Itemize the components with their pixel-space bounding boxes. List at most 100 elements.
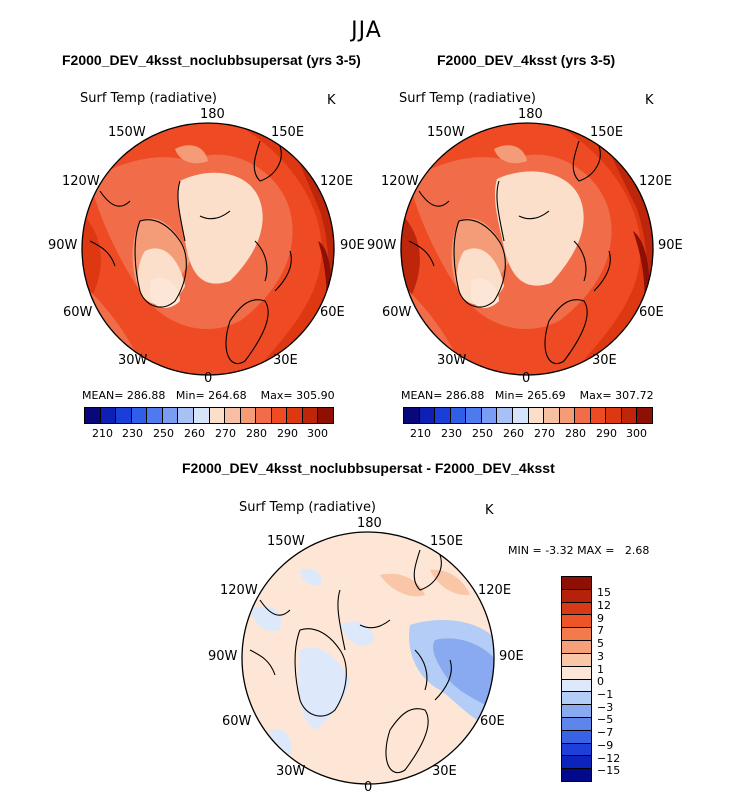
panel2-lon-60w: 60W bbox=[382, 305, 412, 320]
colorbar-swatch bbox=[209, 408, 226, 423]
colorbar-swatch bbox=[162, 408, 179, 423]
panel1-lon-30w: 30W bbox=[118, 353, 148, 368]
panel3-min-value: -3.32 bbox=[545, 544, 574, 557]
panel1-title: F2000_DEV_4ksst_noclubbsupersat (yrs 3-5… bbox=[62, 52, 361, 68]
colorbar-swatch bbox=[404, 408, 420, 423]
panel3-tick-8: −1 bbox=[597, 688, 614, 701]
panel3-lon-120w: 120W bbox=[220, 583, 258, 598]
panel3-lon-150e: 150E bbox=[430, 534, 464, 549]
colorbar-swatch bbox=[562, 705, 591, 718]
colorbar-swatch bbox=[562, 641, 591, 654]
panel2-colorbar bbox=[403, 407, 653, 424]
colorbar-swatch bbox=[562, 692, 591, 706]
panel3-tick-3: 7 bbox=[597, 624, 604, 637]
panel3-tick-9: −3 bbox=[597, 701, 614, 714]
panel2-tick-3: 260 bbox=[503, 427, 524, 440]
panel3-colorbar bbox=[561, 576, 592, 782]
colorbar-swatch bbox=[287, 408, 303, 423]
panel2-tick-1: 230 bbox=[441, 427, 462, 440]
colorbar-swatch bbox=[562, 653, 591, 667]
colorbar-swatch bbox=[559, 408, 576, 423]
panel3-units-label: K bbox=[485, 503, 494, 518]
colorbar-swatch bbox=[466, 408, 482, 423]
panel2-lon-90e: 90E bbox=[658, 238, 683, 253]
panel3-lon-150w: 150W bbox=[267, 534, 305, 549]
panel3-lon-0: 0 bbox=[364, 780, 373, 795]
panel1-max-label: Max= bbox=[260, 389, 293, 402]
panel1-lon-120e: 120E bbox=[320, 174, 354, 189]
panel1-max-value: 305.90 bbox=[296, 389, 335, 402]
panel3-tick-10: −5 bbox=[597, 713, 614, 726]
panel3-tick-11: −7 bbox=[597, 726, 614, 739]
colorbar-swatch bbox=[562, 730, 591, 744]
panel2-tick-6: 290 bbox=[596, 427, 617, 440]
panel1-lon-0: 0 bbox=[204, 371, 213, 386]
panel1-lon-30e: 30E bbox=[273, 353, 298, 368]
colorbar-swatch bbox=[562, 602, 591, 616]
panel3-lon-30w: 30W bbox=[276, 764, 306, 779]
panel3-tick-7: 0 bbox=[597, 675, 604, 688]
panel3-polar-map bbox=[241, 531, 495, 785]
panel3-tick-2: 9 bbox=[597, 612, 604, 625]
panel1-tick-2: 250 bbox=[153, 427, 174, 440]
panel1-min-label: Min= bbox=[175, 389, 205, 402]
panel1-lon-150w: 150W bbox=[108, 125, 146, 140]
panel1-stats: MEAN= 286.88 Min= 264.68 Max= 305.90 bbox=[82, 389, 335, 402]
panel1-colorbar bbox=[84, 407, 334, 424]
panel1-tick-7: 300 bbox=[307, 427, 328, 440]
panel3-tick-1: 12 bbox=[597, 599, 611, 612]
panel1-variable-label: Surf Temp (radiative) bbox=[80, 91, 218, 106]
colorbar-swatch bbox=[225, 408, 241, 423]
panel1-lon-150e: 150E bbox=[271, 125, 305, 140]
panel2-max-value: 307.72 bbox=[615, 389, 654, 402]
panel1-mean-value: 286.88 bbox=[126, 389, 166, 402]
panel3-tick-4: 5 bbox=[597, 637, 604, 650]
colorbar-swatch bbox=[562, 615, 591, 629]
panel3-tick-5: 3 bbox=[597, 650, 604, 663]
panel2-stats: MEAN= 286.88 Min= 265.69 Max= 307.72 bbox=[401, 389, 654, 402]
colorbar-swatch bbox=[85, 408, 101, 423]
panel3-max-label: MAX = bbox=[577, 544, 615, 557]
colorbar-swatch bbox=[318, 408, 333, 423]
colorbar-swatch bbox=[178, 408, 194, 423]
colorbar-swatch bbox=[450, 408, 467, 423]
panel2-tick-4: 270 bbox=[534, 427, 555, 440]
colorbar-swatch bbox=[435, 408, 451, 423]
colorbar-swatch bbox=[419, 408, 436, 423]
figure-title: JJA bbox=[351, 18, 382, 43]
colorbar-swatch bbox=[562, 717, 591, 731]
panel3-max-value: 2.68 bbox=[624, 544, 650, 557]
panel3-lon-120e: 120E bbox=[478, 583, 512, 598]
colorbar-swatch bbox=[544, 408, 560, 423]
colorbar-swatch bbox=[302, 408, 319, 423]
panel2-lon-120e: 120E bbox=[639, 174, 673, 189]
panel3-lon-90w: 90W bbox=[208, 649, 238, 664]
panel2-title: F2000_DEV_4ksst (yrs 3-5) bbox=[437, 52, 616, 68]
panel2-tick-7: 300 bbox=[626, 427, 647, 440]
panel1-tick-0: 210 bbox=[92, 427, 113, 440]
colorbar-swatch bbox=[562, 589, 591, 603]
panel1-units-label: K bbox=[327, 93, 336, 108]
panel2-lon-150e: 150E bbox=[590, 125, 624, 140]
panel2-max-label: Max= bbox=[579, 389, 612, 402]
colorbar-swatch bbox=[256, 408, 272, 423]
panel2-variable-label: Surf Temp (radiative) bbox=[399, 91, 537, 106]
colorbar-swatch bbox=[528, 408, 545, 423]
panel3-tick-0: 15 bbox=[597, 586, 611, 599]
panel2-polar-map bbox=[400, 122, 654, 376]
panel2-lon-180: 180 bbox=[518, 107, 543, 122]
colorbar-swatch bbox=[606, 408, 622, 423]
colorbar-swatch bbox=[100, 408, 117, 423]
panel2-tick-0: 210 bbox=[410, 427, 431, 440]
panel2-lon-60e: 60E bbox=[639, 305, 664, 320]
colorbar-swatch bbox=[240, 408, 257, 423]
panel2-lon-120w: 120W bbox=[381, 174, 419, 189]
panel1-lon-90w: 90W bbox=[48, 238, 78, 253]
colorbar-swatch bbox=[590, 408, 607, 423]
panel3-tick-12: −9 bbox=[597, 739, 614, 752]
panel2-min-value: 265.69 bbox=[527, 389, 566, 402]
colorbar-swatch bbox=[575, 408, 591, 423]
colorbar-swatch bbox=[193, 408, 210, 423]
panel1-lon-60w: 60W bbox=[63, 305, 93, 320]
colorbar-swatch bbox=[637, 408, 652, 423]
